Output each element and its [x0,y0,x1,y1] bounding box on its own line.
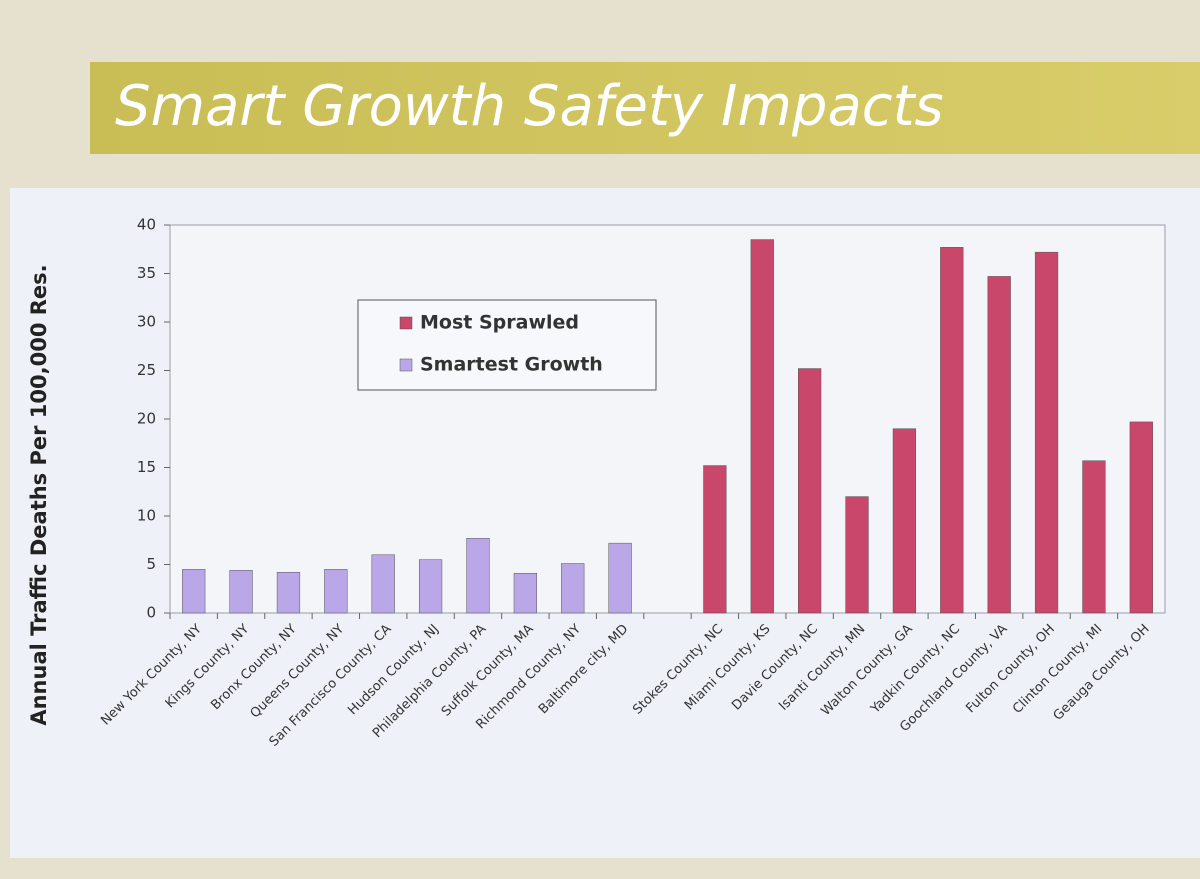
bar [703,465,727,614]
bar [324,569,348,614]
bar [418,559,443,614]
bar [940,247,964,614]
y-tick-label: 30 [137,313,156,331]
bar [1082,460,1106,614]
plot-area [169,224,1166,614]
legend-label: Most Sprawled [420,312,579,334]
title-band [90,62,1200,154]
y-tick-label: 0 [146,604,156,622]
bar [229,570,253,614]
bar [371,554,395,614]
y-tick-label: 5 [146,555,156,573]
y-tick-label: 15 [137,458,156,476]
y-tick-label: 10 [137,507,156,525]
bar [466,538,490,614]
legend-swatch [399,358,413,372]
bar [608,542,632,614]
bar [845,496,869,614]
bar [798,368,822,614]
bar [892,428,917,614]
bar [987,276,1011,614]
bar [561,563,585,614]
bar [1129,421,1153,614]
bar [276,572,301,614]
y-tick-label: 20 [137,410,156,428]
legend-swatch [399,316,413,330]
legend-box [357,299,657,391]
legend-label: Smartest Growth [420,354,603,376]
bar [513,572,537,614]
y-tick-label: 25 [137,361,156,379]
y-tick-label: 35 [137,264,156,282]
chart-title: Smart Growth Safety Impacts [115,74,944,139]
y-tick-label: 40 [137,216,156,234]
bar [750,239,774,614]
y-axis-label: Annual Traffic Deaths Per 100,000 Res. [27,264,51,725]
bar [182,569,206,614]
bar [1034,251,1059,614]
